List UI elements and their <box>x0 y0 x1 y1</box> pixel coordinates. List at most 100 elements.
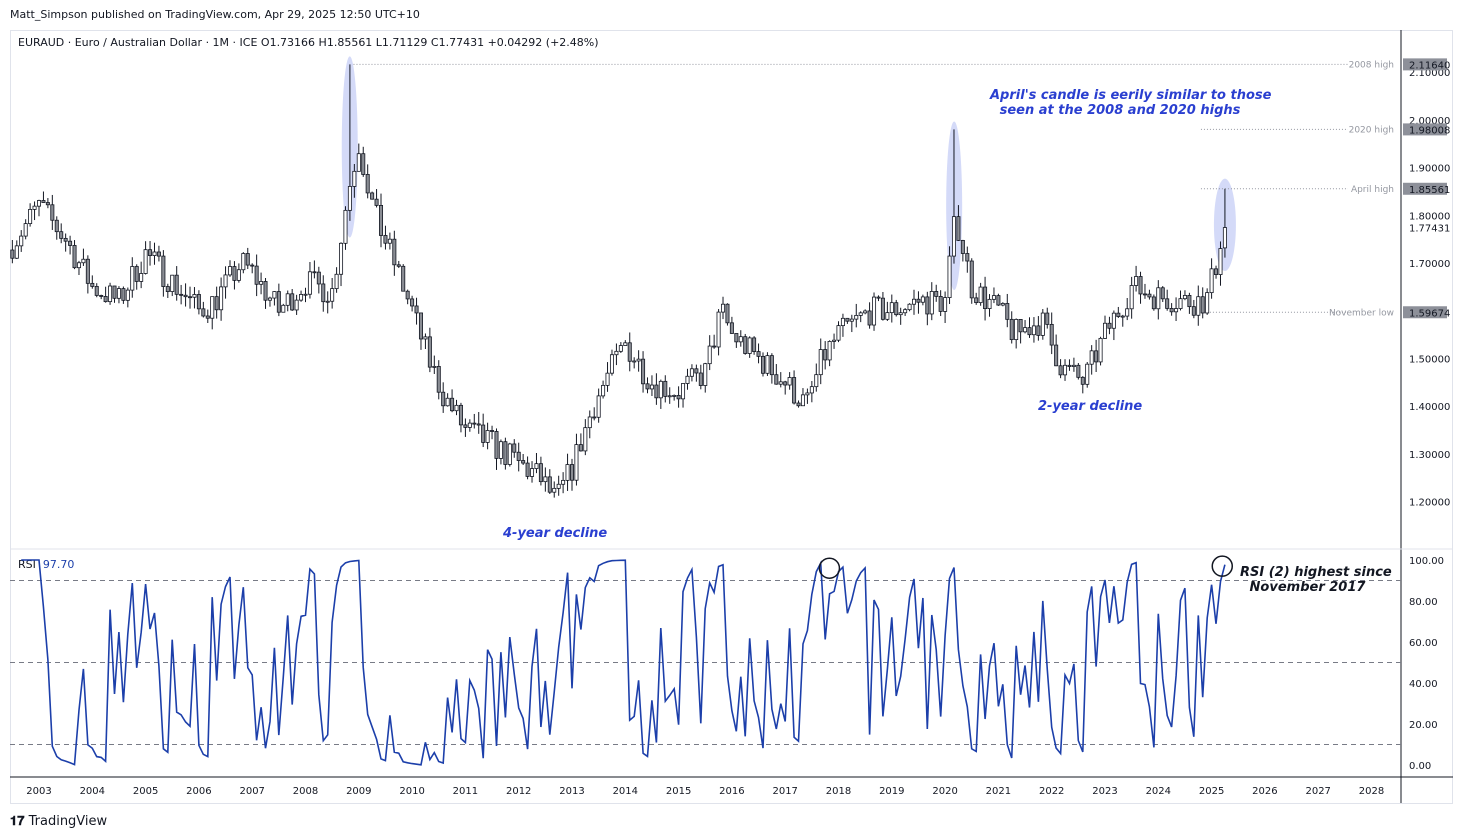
candle-body <box>1076 364 1081 378</box>
candle-body <box>800 394 805 407</box>
candle <box>148 241 153 266</box>
candle <box>854 303 859 328</box>
candle-body <box>525 462 530 477</box>
candle-body <box>583 427 588 452</box>
candle <box>1000 302 1005 307</box>
candle-body <box>512 443 517 453</box>
candle-body <box>1169 308 1174 313</box>
candle <box>356 143 361 172</box>
candle-body <box>1085 363 1090 385</box>
candle-body <box>125 289 130 301</box>
candle-body <box>59 231 64 239</box>
candle <box>805 388 810 404</box>
candle <box>1111 310 1116 341</box>
candle <box>809 381 814 403</box>
candle-body <box>14 245 19 259</box>
candle-body <box>738 336 743 343</box>
candle-body <box>361 153 366 175</box>
candle-body <box>276 291 281 313</box>
candle-body <box>192 294 197 298</box>
candle <box>14 240 19 260</box>
candle-body <box>37 200 42 207</box>
candle <box>756 343 761 364</box>
candle-body <box>627 342 632 362</box>
candle-body <box>19 235 24 247</box>
candle <box>1200 287 1205 319</box>
candle-body <box>809 386 814 394</box>
candle <box>227 260 232 277</box>
candle <box>183 283 188 307</box>
candle <box>743 333 748 355</box>
annotation-line: seen at the 2008 and 2020 highs <box>999 103 1241 118</box>
price-tick-label: 1.70000 <box>1409 259 1450 270</box>
level-price-text: 2.11640 <box>1409 60 1450 71</box>
time-tick-label: 2008 <box>293 786 318 797</box>
candle-body <box>1191 306 1196 316</box>
annotation-line: November 2017 <box>1249 580 1366 595</box>
candle-body <box>241 253 246 271</box>
candle-body <box>796 402 801 407</box>
candle <box>991 287 996 304</box>
candle <box>912 289 917 315</box>
candle-body <box>103 296 108 303</box>
candle <box>1174 297 1179 322</box>
candle <box>880 292 885 321</box>
candle-body <box>1222 227 1227 249</box>
candle-body <box>485 430 490 443</box>
annotation-line: RSI (2) highest since <box>1240 565 1392 580</box>
candle-body <box>769 355 774 376</box>
candle-body <box>99 295 104 297</box>
candle <box>1009 311 1014 344</box>
candle-body <box>339 242 344 275</box>
candle-body <box>1027 327 1032 336</box>
time-tick-label: 2026 <box>1252 786 1277 797</box>
candle <box>681 383 686 408</box>
candle-body <box>401 265 406 292</box>
candle <box>916 291 921 314</box>
candle <box>139 261 144 289</box>
candle-body <box>778 381 783 385</box>
candle <box>760 352 765 377</box>
candle <box>876 295 881 302</box>
candle-body <box>1009 318 1014 341</box>
candle-body <box>374 198 379 206</box>
candle <box>90 275 95 289</box>
candle <box>845 317 850 324</box>
candle <box>863 309 868 315</box>
candle <box>614 343 619 366</box>
symbol-legend[interactable]: EURAUD · Euro / Australian Dollar · 1M ·… <box>18 36 599 49</box>
time-tick-label: 2011 <box>453 786 478 797</box>
candle-body <box>445 397 450 407</box>
candle-body <box>538 463 543 483</box>
candle <box>454 399 459 416</box>
candle <box>663 375 668 403</box>
tradingview-logo[interactable]: 𝟏𝟕 TradingView <box>10 814 107 829</box>
time-tick-label: 2023 <box>1092 786 1117 797</box>
candle <box>1080 376 1085 394</box>
rsi-value: 97.70 <box>42 558 75 571</box>
candle-body <box>356 153 361 172</box>
candle <box>1040 309 1045 340</box>
candle <box>201 301 206 318</box>
candle <box>405 289 410 305</box>
candle-body <box>609 354 614 374</box>
candle-body <box>765 355 770 374</box>
rsi-legend[interactable]: RSI 97.70 <box>18 558 74 571</box>
candle <box>396 260 401 269</box>
candle-body <box>68 240 73 246</box>
candle <box>423 333 428 350</box>
last-price-label: 1.77431 <box>1409 224 1450 235</box>
candle <box>538 456 543 486</box>
candle-body <box>1071 364 1076 367</box>
candle <box>983 276 988 321</box>
candle <box>1067 359 1072 371</box>
candle <box>574 433 579 486</box>
candle-body <box>1098 337 1103 363</box>
candle-body <box>223 274 228 288</box>
candle <box>734 333 739 348</box>
candle-body <box>1151 296 1156 310</box>
time-tick-label: 2015 <box>666 786 691 797</box>
candle-body <box>236 269 241 281</box>
candle-body <box>530 468 535 477</box>
